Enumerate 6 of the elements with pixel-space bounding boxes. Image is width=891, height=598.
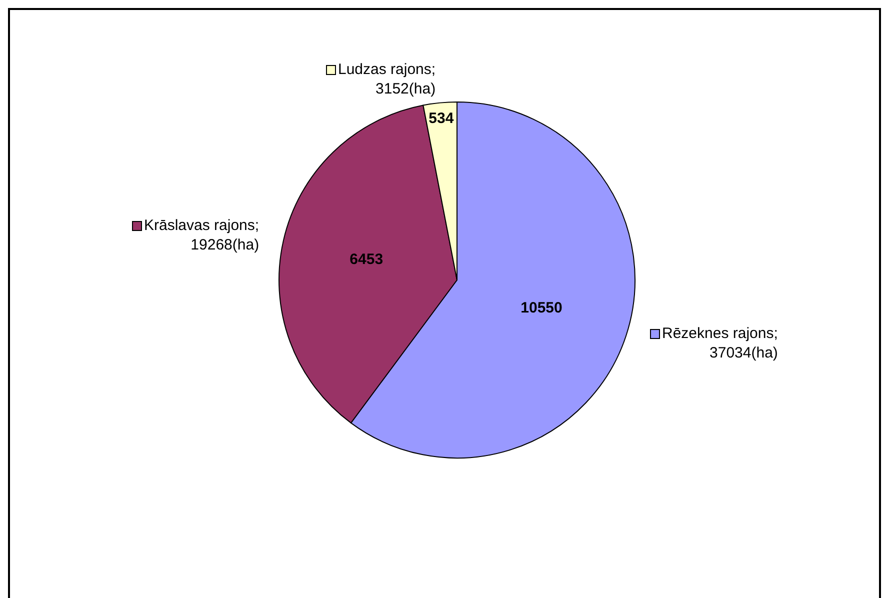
data-label: 10550 xyxy=(520,299,562,316)
data-label: 534 xyxy=(428,110,454,127)
legend-label: Rēzeknes rajons; 37034(ha) xyxy=(662,325,778,362)
legend-label: Ludzas rajons; 3152(ha) xyxy=(338,61,436,98)
legend-label: Krāslavas rajons; 19268(ha) xyxy=(144,217,260,254)
data-label: 6453 xyxy=(350,250,384,268)
